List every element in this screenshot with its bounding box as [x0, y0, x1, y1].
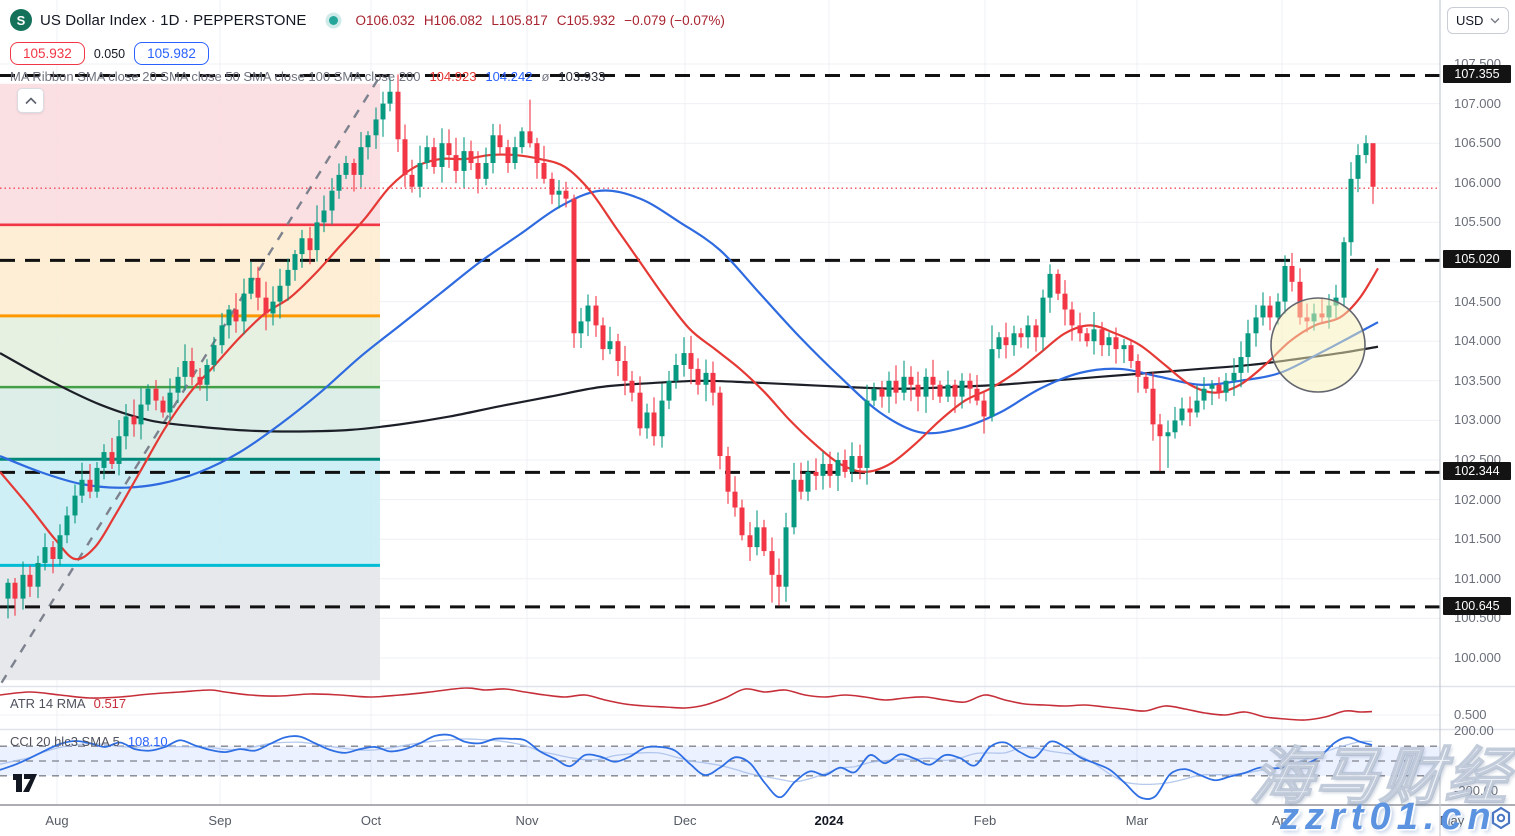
- buy-button[interactable]: 105.982: [134, 42, 209, 65]
- watermark-site-text: zzrt01.cn: [1280, 796, 1497, 836]
- sma50-value: 104.242: [485, 69, 533, 84]
- time-axis-label: Aug: [45, 813, 69, 828]
- atr-legend[interactable]: ATR 14 RMA 0.517: [10, 696, 126, 711]
- ohlc-open: O106.032: [355, 12, 415, 28]
- time-axis-label: Nov: [515, 813, 539, 828]
- ohlc-close: C105.932: [556, 12, 616, 28]
- ohlc-low: L105.817: [491, 12, 548, 28]
- price-tick-label: 103.000: [1454, 412, 1501, 428]
- chevron-down-icon: [1490, 18, 1500, 24]
- price-tick-label: 107.000: [1454, 95, 1501, 111]
- atr-value: 0.517: [93, 696, 127, 711]
- sell-button[interactable]: 105.932: [10, 42, 85, 65]
- cci-value: 108.10: [127, 734, 168, 749]
- ohlc-values: O106.032 H106.082 L105.817 C105.932 −0.0…: [356, 13, 725, 28]
- time-axis-label: Oct: [360, 813, 382, 828]
- ohlc-high: H106.082: [423, 12, 483, 28]
- sma200-value: 103.933: [558, 69, 606, 84]
- price-tick-label: 104.000: [1454, 333, 1501, 349]
- price-level-badge: 107.355: [1443, 65, 1511, 84]
- currency-label: USD: [1456, 13, 1484, 28]
- cci-tick-label: -200.00: [1454, 782, 1499, 798]
- time-axis-label: Feb: [973, 813, 997, 828]
- time-axis-label: Dec: [673, 813, 697, 828]
- price-tick-label: 103.500: [1454, 372, 1501, 388]
- price-tick-label: 101.000: [1454, 570, 1501, 586]
- chevron-up-icon: [24, 96, 37, 104]
- symbol-logo-icon: S: [10, 9, 32, 31]
- cci-label: CCI 20 hlc3 SMA 5: [10, 734, 120, 749]
- cci-tick-label: 200.00: [1454, 723, 1494, 739]
- watermark-gear-icon: [1489, 806, 1513, 835]
- market-status-icon[interactable]: [328, 15, 338, 25]
- collapse-legend-button[interactable]: [17, 88, 44, 113]
- time-axis-label: 2024: [814, 813, 844, 828]
- atr-tick-label: 0.500: [1454, 707, 1487, 722]
- price-tick-label: 106.000: [1454, 174, 1501, 190]
- sma100-hidden-value: ø: [541, 69, 550, 84]
- ohlc-change: −0.079 (−0.07%): [624, 12, 725, 28]
- price-tick-label: 102.000: [1454, 491, 1501, 507]
- tradingview-logo-icon[interactable]: [12, 773, 38, 798]
- price-tick-label: 104.500: [1454, 293, 1501, 309]
- trade-panel: 105.932 0.050 105.982: [10, 42, 209, 65]
- price-tick-label: 105.500: [1454, 214, 1501, 230]
- symbol-title[interactable]: US Dollar Index · 1D · PEPPERSTONE: [40, 11, 307, 29]
- time-axis-label: May: [1439, 813, 1465, 828]
- price-level-badge: 102.344: [1443, 462, 1511, 481]
- cci-legend[interactable]: CCI 20 hlc3 SMA 5 108.10: [10, 734, 168, 749]
- price-tick-label: 101.500: [1454, 531, 1501, 547]
- price-tick-label: 100.000: [1454, 650, 1501, 665]
- time-axis-label: Sep: [208, 813, 232, 828]
- ma-ribbon-label: MA Ribbon SMA close 20 SMA close 50 SMA …: [10, 69, 421, 84]
- price-level-badge: 105.020: [1443, 250, 1511, 269]
- ma-ribbon-legend[interactable]: MA Ribbon SMA close 20 SMA close 50 SMA …: [10, 69, 605, 84]
- atr-label: ATR 14 RMA: [10, 696, 86, 711]
- price-tick-label: 106.500: [1454, 135, 1501, 151]
- time-axis-label: Apr: [1271, 813, 1293, 828]
- spread-value: 0.050: [93, 46, 126, 61]
- time-axis-label: Mar: [1125, 813, 1149, 828]
- price-level-badge: 100.645: [1443, 596, 1511, 615]
- currency-selector[interactable]: USD: [1447, 7, 1509, 34]
- sma20-value: 104.923: [429, 69, 477, 84]
- symbol-header: S US Dollar Index · 1D · PEPPERSTONE O10…: [10, 9, 725, 31]
